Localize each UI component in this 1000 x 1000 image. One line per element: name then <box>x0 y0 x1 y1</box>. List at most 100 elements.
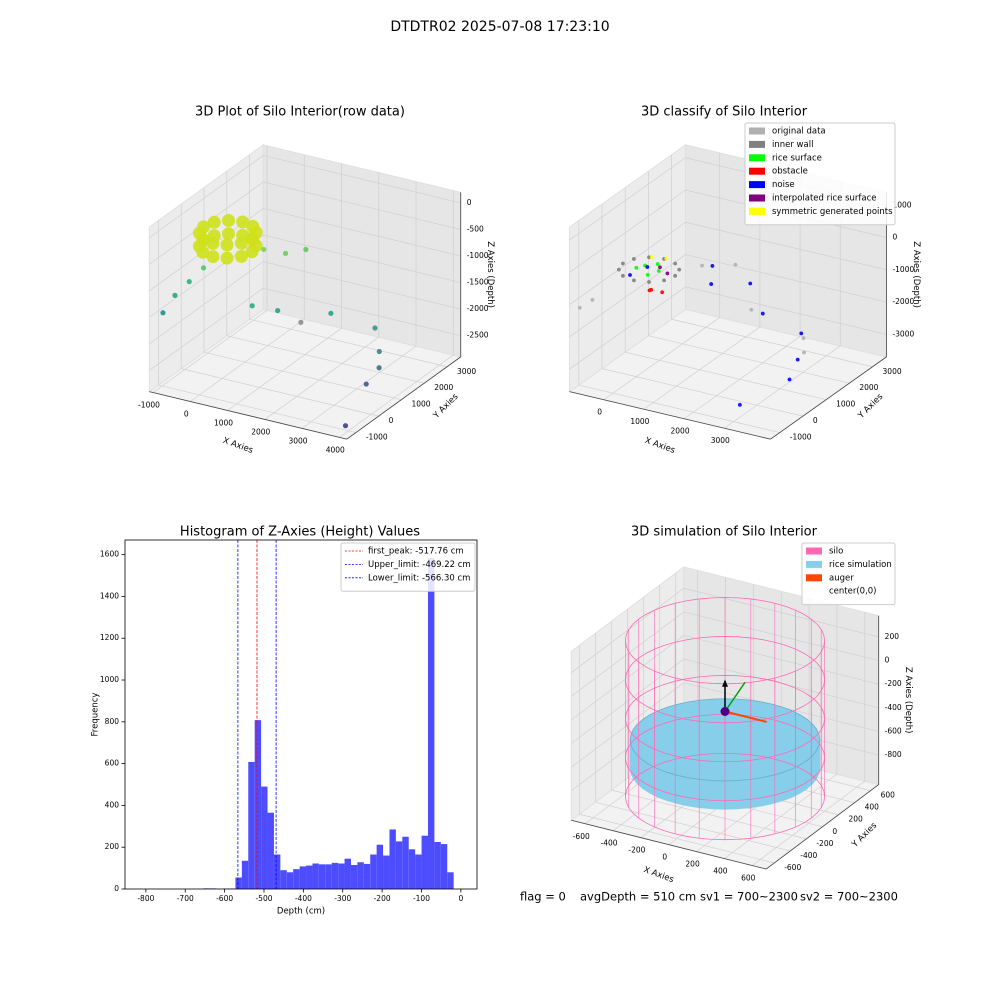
legend-label: Upper_limit: -469.22 cm <box>368 560 471 570</box>
rice-side <box>791 764 801 798</box>
data-point <box>632 257 636 261</box>
y-tick-label: 2000 <box>434 383 453 392</box>
grid-line <box>569 254 686 338</box>
legend-label: auger <box>829 573 854 583</box>
x-tick-label: 200 <box>685 860 700 869</box>
data-point <box>733 262 738 267</box>
data-point <box>673 273 678 278</box>
histogram-bar <box>241 860 249 889</box>
y-axis-label: Frequency <box>91 693 101 737</box>
footer-text: sv2 = 700~2300 <box>800 890 898 904</box>
chart-title: 3D simulation of Silo Interior <box>631 525 818 540</box>
histogram-bar <box>383 855 390 889</box>
data-point <box>261 246 267 253</box>
x-tick-label: -700 <box>177 894 194 903</box>
grid-line <box>339 354 454 438</box>
grid-line <box>603 317 720 401</box>
y-tick-label: -400 <box>800 851 817 860</box>
histogram-bar <box>389 829 396 889</box>
grid-line <box>625 351 827 401</box>
data-point <box>649 287 654 292</box>
histogram-bar <box>267 812 274 889</box>
z-tick-label: -1500 <box>467 278 489 287</box>
data-point <box>206 250 220 264</box>
x-tick-label: 4000 <box>326 445 345 454</box>
x-tick-label: -600 <box>573 832 590 841</box>
x-tick-label: -500 <box>255 894 272 903</box>
y-tick-label: 800 <box>105 717 120 726</box>
data-point <box>249 303 255 309</box>
grid-line <box>569 157 686 241</box>
y-tick-label: 0 <box>832 827 837 836</box>
rice-side <box>657 768 668 802</box>
y-tick-label: 1000 <box>411 400 430 409</box>
x-tick-label: 3000 <box>711 436 730 445</box>
data-point <box>376 348 382 355</box>
grid-line <box>611 789 807 840</box>
histogram-bar <box>273 854 281 889</box>
footer-text: flag = 0 <box>520 890 566 904</box>
histogram-bar <box>261 786 268 889</box>
data-point <box>577 305 582 310</box>
figure-title: DTDTR02 2025-07-08 17:23:10 <box>390 19 609 35</box>
data-point <box>632 278 636 283</box>
data-point <box>795 357 800 362</box>
x-tick-label: 1000 <box>214 418 233 427</box>
rice-side <box>642 759 651 794</box>
rice-side <box>749 777 762 809</box>
histogram-bar <box>254 720 262 889</box>
histogram-bar <box>402 836 409 889</box>
data-point <box>749 307 754 312</box>
grid-line <box>264 336 379 420</box>
rice-side <box>806 754 813 790</box>
data-point <box>700 263 704 268</box>
rice-side <box>724 780 738 810</box>
x-tick-label: 600 <box>741 874 756 883</box>
data-point <box>616 267 621 272</box>
histogram-bar <box>440 844 448 889</box>
histogram-bar <box>357 862 364 889</box>
center-marker <box>720 707 730 717</box>
y-tick-label: 1600 <box>100 550 119 559</box>
data-point <box>645 273 650 277</box>
x-tick-label: 3000 <box>288 436 307 445</box>
z-tick-label: -500 <box>467 224 484 233</box>
grid-line <box>203 351 402 401</box>
legend-patch <box>806 574 822 582</box>
grid-line <box>683 611 879 661</box>
legend-patch <box>749 140 765 148</box>
legend-label: noise <box>772 180 795 190</box>
histogram-bar <box>293 869 300 889</box>
y-tick-label: 3000 <box>883 367 902 376</box>
x-tick-label: -400 <box>295 894 312 903</box>
grid-line <box>724 345 841 429</box>
x-tick-label: -100 <box>413 894 430 903</box>
histogram-bar <box>421 835 428 889</box>
data-point <box>220 251 234 265</box>
data-point <box>650 255 654 260</box>
data-point <box>236 215 250 229</box>
data-point <box>665 271 670 276</box>
arrow-head <box>722 679 728 687</box>
chart-title: 3D classify of Silo Interior <box>641 105 808 120</box>
x-tick-label: -200 <box>374 894 391 903</box>
auger <box>724 710 767 723</box>
y-tick-label: 0 <box>389 416 394 425</box>
legend-patch <box>806 547 822 555</box>
rice-side <box>637 754 644 790</box>
data-point <box>621 273 625 278</box>
rice-side <box>799 759 808 794</box>
grid-line <box>190 318 305 402</box>
y-tick-label: -600 <box>784 863 801 872</box>
x-tick-label: 0 <box>597 408 602 417</box>
legend-box <box>340 542 476 592</box>
data-point <box>246 219 260 233</box>
x-tick-label: 1000 <box>630 417 649 426</box>
x-axis-line <box>569 391 771 440</box>
chart-title: Histogram of Z-Axies (Height) Values <box>180 525 420 540</box>
grid-line <box>263 261 461 310</box>
data-point <box>664 256 669 261</box>
silo-ring <box>624 752 826 841</box>
data-point <box>186 279 192 285</box>
